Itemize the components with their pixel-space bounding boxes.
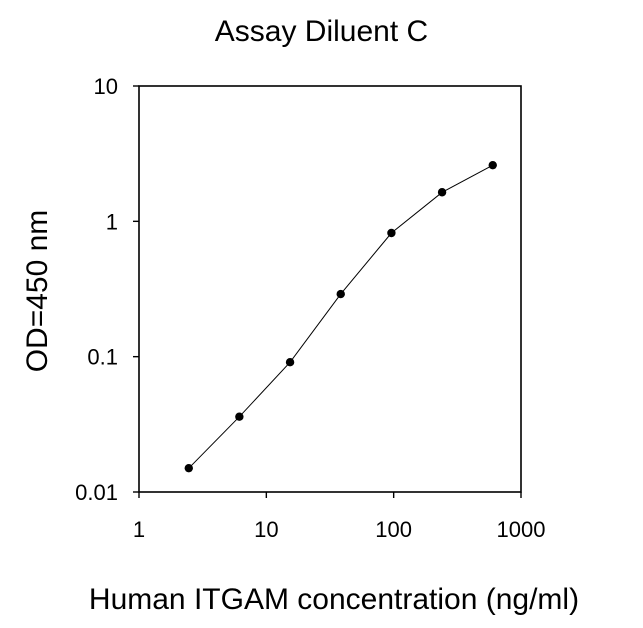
x-tick-label: 10 <box>254 517 278 542</box>
chart-title: Assay Diluent C <box>214 15 429 48</box>
data-point-marker <box>488 160 497 170</box>
data-point-marker <box>184 463 193 473</box>
x-tick-label: 1 <box>133 517 145 542</box>
axes <box>138 85 522 493</box>
y-tick-label: 1 <box>106 209 118 234</box>
data-point-marker <box>387 228 396 238</box>
data-point-marker <box>437 188 447 197</box>
y-tick-label: 10 <box>94 74 118 99</box>
series-line <box>188 164 494 469</box>
data-point-marker <box>285 358 295 367</box>
x-tick-label: 1000 <box>497 517 546 542</box>
data-series <box>184 160 497 473</box>
data-point-marker <box>336 289 345 299</box>
y-tick-label: 0.01 <box>75 480 118 505</box>
x-axis-ticks: 1 10 100 1000 <box>133 492 546 542</box>
x-axis-label: Human ITGAM concentration (ng/ml) <box>88 583 580 616</box>
data-point-marker <box>235 412 244 421</box>
y-axis-ticks: 0.01 0.1 1 10 <box>75 74 139 505</box>
x-tick-label: 100 <box>375 517 412 542</box>
y-axis-label: OD=450 nm <box>21 209 54 373</box>
y-tick-label: 0.1 <box>87 345 118 370</box>
plot-frame <box>138 85 522 493</box>
